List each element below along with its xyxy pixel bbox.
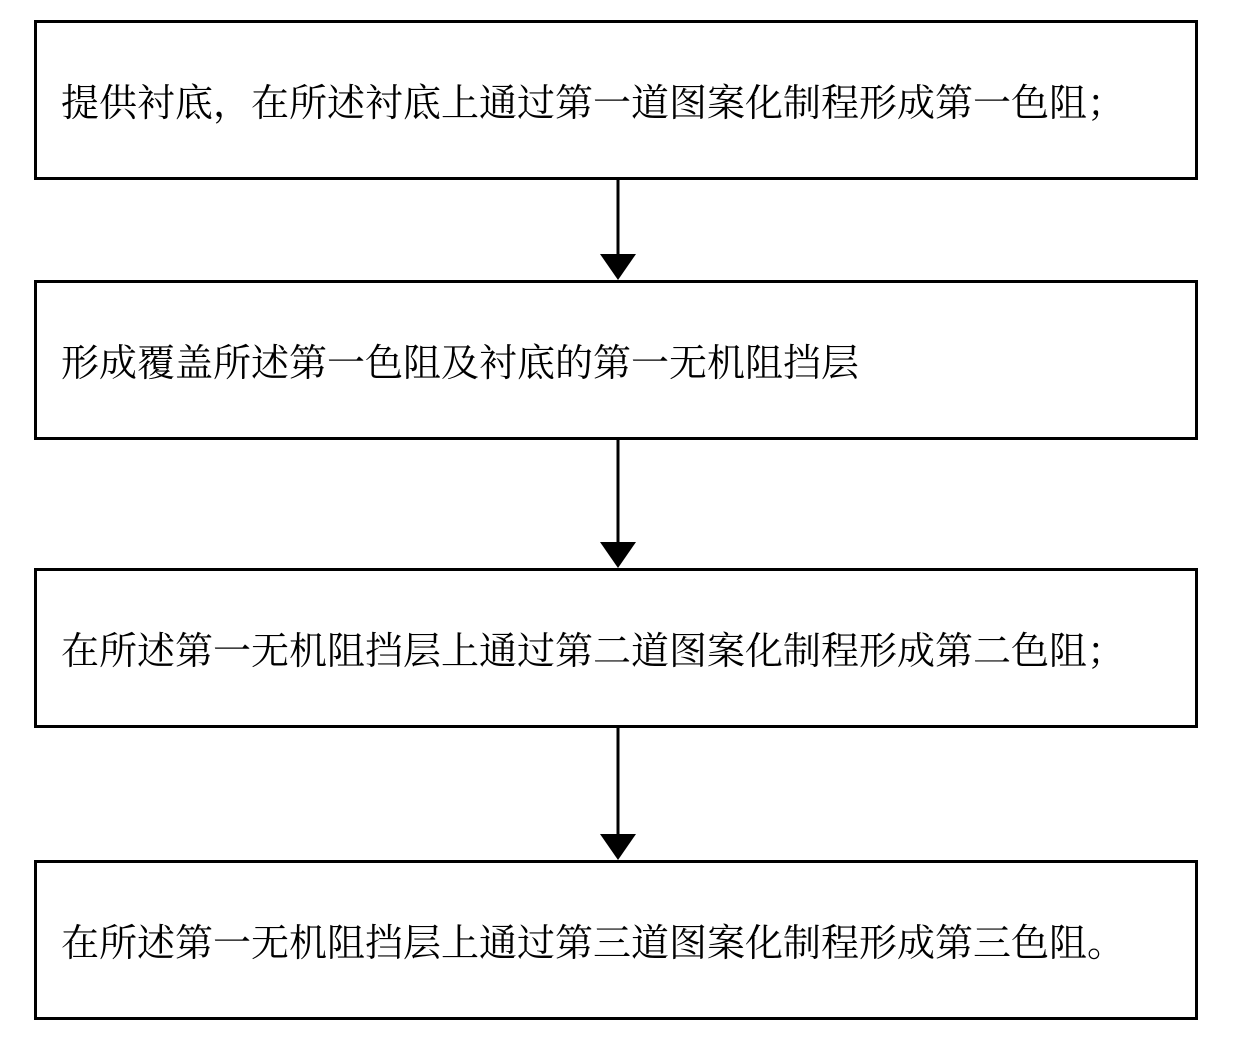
flow-step-2: 形成覆盖所述第一色阻及衬底的第一无机阻挡层	[34, 280, 1198, 440]
arrow-1-head	[600, 254, 636, 280]
flow-step-3: 在所述第一无机阻挡层上通过第二道图案化制程形成第二色阻；	[34, 568, 1198, 728]
flow-step-4-text: 在所述第一无机阻挡层上通过第三道图案化制程形成第三色阻。	[61, 911, 1125, 970]
flow-step-4: 在所述第一无机阻挡层上通过第三道图案化制程形成第三色阻。	[34, 860, 1198, 1020]
flow-step-1: 提供衬底，在所述衬底上通过第一道图案化制程形成第一色阻；	[34, 20, 1198, 180]
arrow-3-head	[600, 834, 636, 860]
flow-step-3-text: 在所述第一无机阻挡层上通过第二道图案化制程形成第二色阻；	[61, 619, 1125, 678]
flowchart-canvas: 提供衬底，在所述衬底上通过第一道图案化制程形成第一色阻； 形成覆盖所述第一色阻及…	[0, 0, 1240, 1059]
flow-step-1-text: 提供衬底，在所述衬底上通过第一道图案化制程形成第一色阻；	[61, 71, 1125, 130]
flow-step-2-text: 形成覆盖所述第一色阻及衬底的第一无机阻挡层	[61, 331, 859, 390]
arrow-2-head	[600, 542, 636, 568]
